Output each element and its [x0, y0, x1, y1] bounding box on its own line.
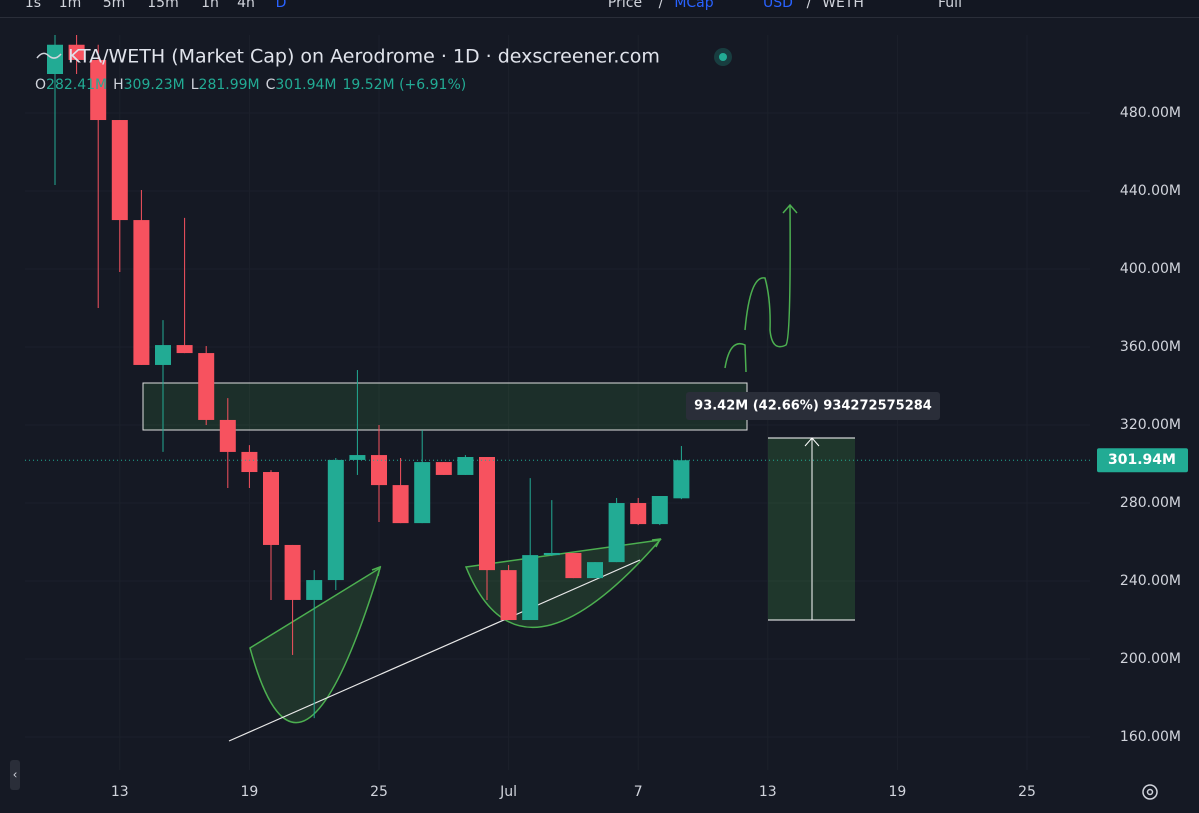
interval-button[interactable]: 4h	[237, 0, 255, 11]
y-tick-label: 280.00M	[1120, 495, 1181, 511]
y-tick-label: 320.00M	[1120, 417, 1181, 433]
handle-icon: ‹	[13, 768, 18, 782]
measure-arrow	[804, 437, 820, 620]
candle-body	[241, 451, 258, 473]
interval-button[interactable]: 1m	[59, 0, 82, 11]
toolbar	[0, 0, 1199, 17]
x-tick-label: 25	[1018, 784, 1036, 800]
interval-button[interactable]: D	[276, 0, 287, 11]
x-tick-label: 19	[240, 784, 258, 800]
currency[interactable]: /	[807, 0, 812, 11]
candle-body	[457, 457, 474, 475]
ohlc-key: C	[266, 77, 276, 93]
interval-button[interactable]: 5m	[103, 0, 126, 11]
currency[interactable]: WETH	[822, 0, 864, 11]
header: KTA/WETH (Market Cap) on Aerodrome · 1D …	[35, 46, 732, 93]
last-price-tag	[1097, 448, 1188, 473]
cup-left	[249, 566, 382, 724]
arrow-head	[651, 538, 662, 548]
candle-body	[349, 455, 366, 460]
interval-button[interactable]: 15m	[147, 0, 178, 11]
ohlc-value: 309.23M	[124, 77, 185, 93]
x-tick-label: Jul	[499, 784, 517, 800]
candle-body	[630, 503, 647, 525]
candle-body	[90, 59, 107, 121]
measure-label-box	[686, 392, 940, 420]
trendline	[228, 559, 641, 742]
candle-body	[522, 555, 539, 621]
ohlc-legend: O282.41M H309.23M L281.99M C301.94M 19.52M (…	[35, 77, 466, 93]
candle-body	[198, 353, 215, 420]
candle-body	[392, 485, 409, 524]
full-button[interactable]: Full	[938, 0, 962, 11]
collapse-handle[interactable]	[10, 760, 20, 790]
ohlc-value: 301.94M	[275, 77, 336, 93]
candle-body	[565, 552, 582, 579]
x-tick-label: 19	[888, 784, 906, 800]
candle-body	[651, 496, 668, 525]
y-tick-label: 160.00M	[1120, 729, 1181, 745]
y-tick-label: 240.00M	[1120, 573, 1181, 589]
y-tick-label: 400.00M	[1120, 261, 1181, 277]
change: 19.52M (+6.91%)	[342, 77, 466, 93]
currency[interactable]: USD	[763, 0, 793, 11]
ohlc-value: 282.41M	[46, 77, 107, 93]
candle-body	[371, 455, 387, 486]
ohlc-key: H	[113, 77, 124, 93]
grid	[25, 35, 1090, 770]
measure-label: 93.42M (42.66%) 934272575284	[694, 399, 932, 414]
settings-icon-core	[1146, 788, 1154, 796]
candle-body	[176, 345, 193, 354]
y-tick-label: 200.00M	[1120, 651, 1181, 667]
status-dot	[719, 53, 727, 61]
last-price-label: 301.94M	[1108, 452, 1176, 468]
y-tick-label: 360.00M	[1120, 339, 1181, 355]
candle-body	[111, 120, 128, 221]
candle-body	[219, 419, 236, 452]
candle-body	[327, 459, 344, 581]
candle-body	[500, 570, 517, 621]
candle-body	[68, 44, 85, 60]
candle-body	[263, 472, 279, 545]
candle-body	[479, 457, 495, 571]
candle-body	[608, 503, 625, 563]
candle-body	[284, 544, 301, 600]
candle-body	[587, 562, 603, 579]
logo	[36, 52, 62, 59]
x-tick-label: 25	[370, 784, 388, 800]
hand-arrow	[724, 203, 798, 373]
candle-body	[435, 462, 452, 475]
y-tick-label: 440.00M	[1120, 183, 1181, 199]
candle-body	[673, 460, 690, 499]
candle-body	[543, 552, 560, 556]
settings-icon[interactable]	[1142, 784, 1158, 800]
candle-body	[47, 44, 63, 75]
chart-title: KTA/WETH (Market Cap) on Aerodrome · 1D …	[68, 46, 660, 68]
ohlc-key: L	[191, 77, 199, 93]
candle-body	[414, 462, 431, 524]
arrow-head	[371, 565, 382, 577]
candle-body	[306, 580, 323, 600]
y-tick-label: 480.00M	[1120, 105, 1181, 121]
price-mode[interactable]: Price	[608, 0, 642, 11]
candle-body	[133, 220, 150, 365]
x-tick-label: 7	[634, 784, 643, 800]
price-mode[interactable]: /	[659, 0, 664, 11]
candles	[47, 35, 690, 719]
x-tick-label: 13	[111, 784, 129, 800]
interval-button[interactable]: 1s	[25, 0, 41, 11]
ohlc-key: O	[35, 77, 46, 93]
price-mode[interactable]: MCap	[674, 0, 713, 11]
x-tick-label: 13	[759, 784, 777, 800]
interval-button[interactable]: 1h	[201, 0, 219, 11]
candle-body	[155, 345, 171, 365]
ohlc-value: 281.99M	[199, 77, 260, 93]
